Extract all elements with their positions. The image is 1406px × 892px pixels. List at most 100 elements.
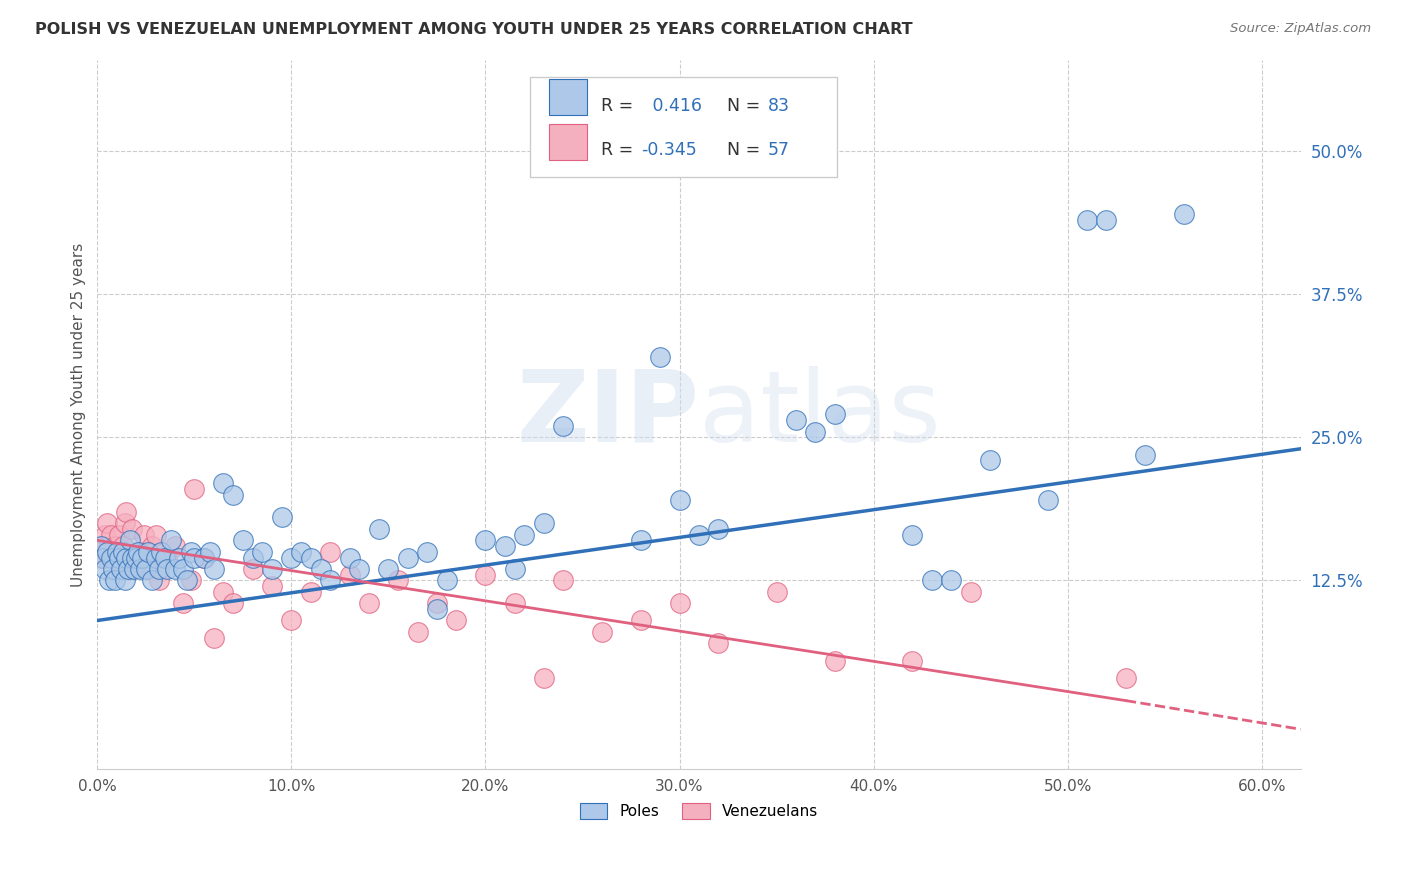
Text: Source: ZipAtlas.com: Source: ZipAtlas.com (1230, 22, 1371, 36)
Point (145, 527, 167, 541)
Point (1076, 212, 1098, 227)
Point (1095, 212, 1118, 227)
Point (127, 545, 149, 559)
Point (94, 527, 117, 541)
Point (117, 550, 139, 565)
Point (156, 562, 179, 576)
Point (96, 516, 118, 531)
Point (104, 539, 127, 553)
Point (290, 545, 312, 559)
Point (90, 550, 112, 565)
Point (232, 533, 254, 548)
Point (1038, 493, 1060, 508)
Point (193, 550, 215, 565)
Point (125, 550, 148, 565)
Point (101, 550, 124, 565)
Point (901, 654, 924, 668)
Point (115, 505, 138, 519)
Point (163, 539, 186, 553)
Point (941, 574, 963, 588)
Point (111, 545, 134, 559)
Point (1135, 448, 1157, 462)
Legend: Poles, Venezuelans: Poles, Venezuelans (574, 797, 824, 825)
Point (309, 562, 332, 576)
Point (122, 562, 145, 576)
Point (155, 550, 177, 565)
Point (160, 533, 183, 548)
Point (299, 550, 322, 565)
Text: R =: R = (602, 96, 640, 115)
Point (135, 562, 157, 576)
Point (319, 574, 342, 588)
Point (172, 596, 194, 610)
Point (121, 550, 143, 565)
Point (183, 550, 205, 565)
Text: POLISH VS VENEZUELAN UNEMPLOYMENT AMONG YOUTH UNDER 25 YEARS CORRELATION CHART: POLISH VS VENEZUELAN UNEMPLOYMENT AMONG … (35, 22, 912, 37)
Point (107, 550, 129, 565)
Point (824, 408, 846, 422)
FancyBboxPatch shape (530, 78, 838, 177)
Point (129, 545, 152, 559)
Text: atlas: atlas (699, 366, 941, 463)
Point (280, 614, 302, 628)
Point (242, 550, 264, 565)
Point (630, 614, 652, 628)
Point (630, 533, 652, 548)
Point (114, 516, 136, 531)
Point (136, 562, 159, 576)
Point (688, 527, 710, 541)
Text: 0.416: 0.416 (647, 96, 702, 115)
Point (551, 418, 574, 433)
Point (101, 562, 124, 576)
Point (100, 550, 122, 565)
Point (202, 631, 225, 645)
Point (148, 562, 170, 576)
Point (179, 574, 201, 588)
Point (494, 539, 516, 553)
Point (150, 545, 173, 559)
Point (765, 585, 787, 599)
Point (921, 574, 943, 588)
Point (503, 596, 526, 610)
FancyBboxPatch shape (548, 79, 588, 115)
Text: R =: R = (602, 142, 640, 160)
Point (141, 539, 163, 553)
Point (132, 527, 155, 541)
Point (785, 413, 807, 427)
Point (222, 596, 245, 610)
Text: N =: N = (716, 142, 765, 160)
Point (176, 574, 198, 588)
Point (387, 574, 409, 588)
Point (129, 562, 152, 576)
Point (120, 562, 142, 576)
Point (145, 550, 167, 565)
Point (901, 527, 924, 541)
Point (141, 574, 163, 588)
Point (202, 562, 225, 576)
Point (804, 425, 827, 439)
Point (172, 562, 194, 576)
Point (959, 585, 981, 599)
Point (406, 624, 429, 639)
Point (212, 476, 235, 491)
Point (426, 596, 449, 610)
Point (280, 550, 302, 565)
Point (252, 545, 274, 559)
Point (416, 545, 439, 559)
Point (436, 574, 458, 588)
Point (212, 585, 235, 599)
Point (551, 574, 574, 588)
Point (91, 539, 114, 553)
Point (111, 539, 134, 553)
Point (110, 545, 132, 559)
Point (650, 350, 672, 364)
Point (163, 562, 186, 576)
Point (824, 654, 846, 668)
Point (167, 550, 190, 565)
Point (591, 624, 613, 639)
Point (396, 550, 419, 565)
Point (260, 579, 283, 593)
Text: ZIP: ZIP (516, 366, 699, 463)
Point (367, 522, 389, 536)
Point (707, 636, 730, 650)
